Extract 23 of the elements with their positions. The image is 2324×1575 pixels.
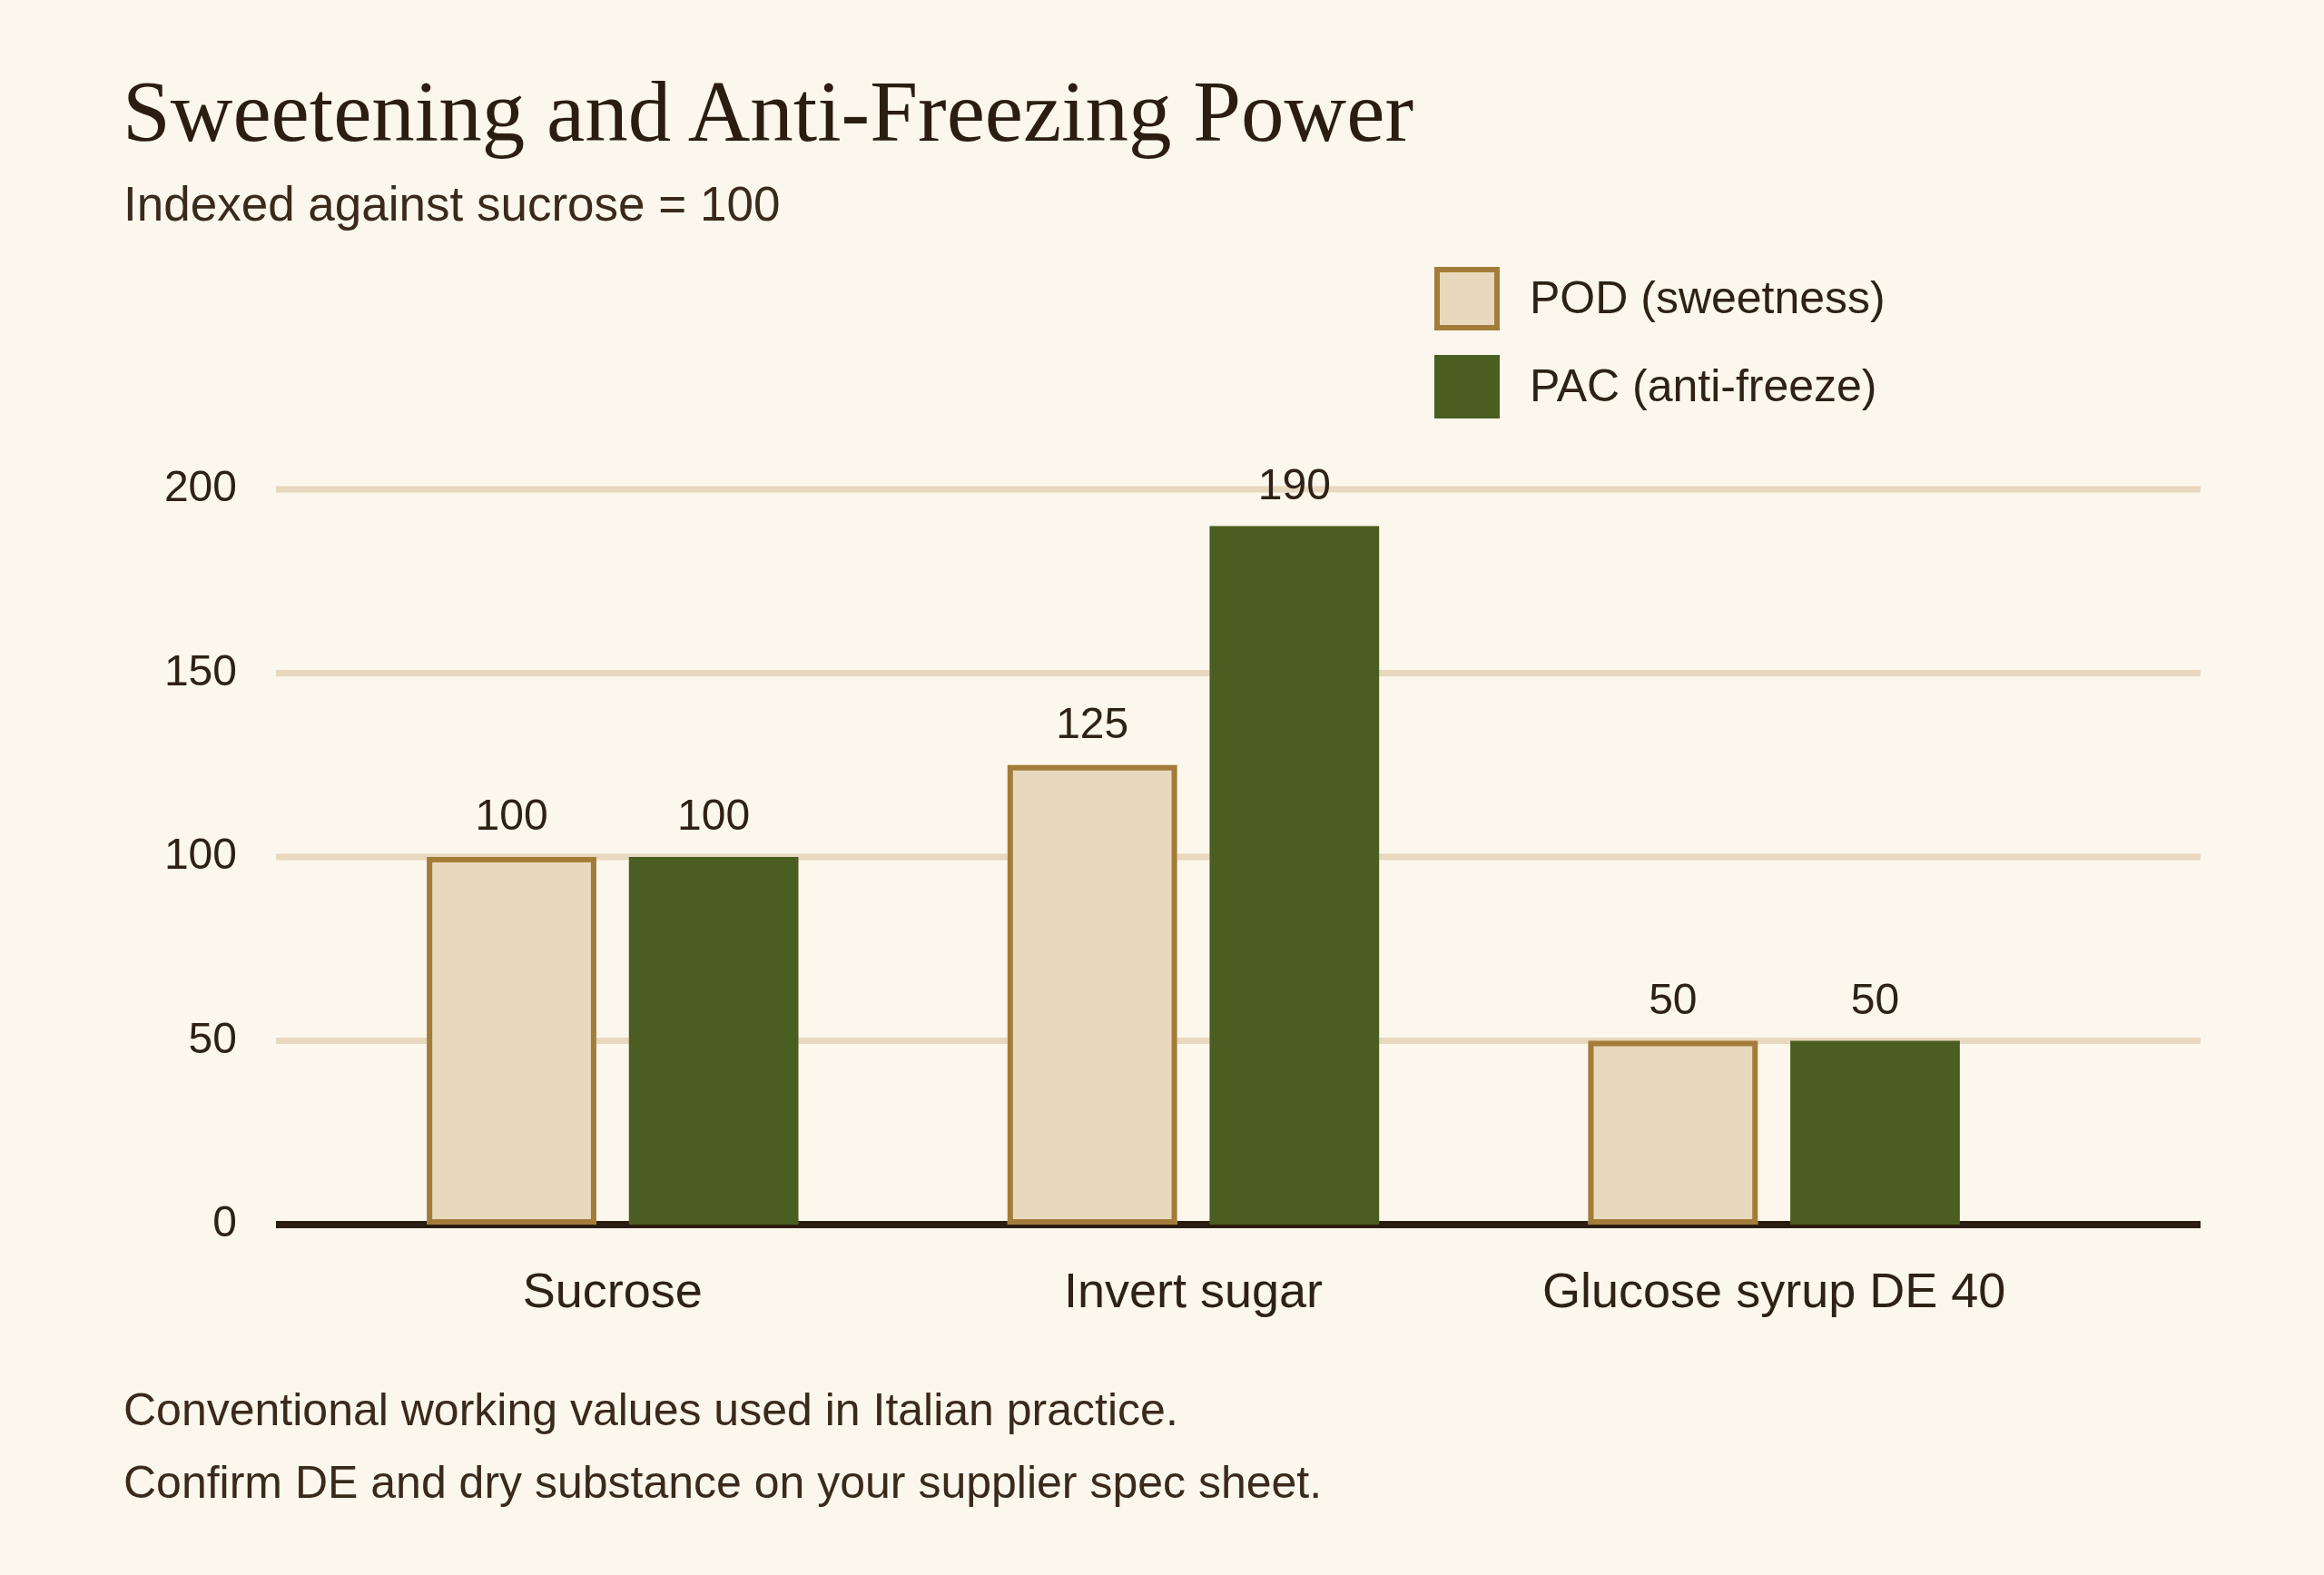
y-tick-label: 50 (188, 1013, 237, 1062)
bar (1209, 526, 1380, 1225)
text: Confirm DE and dry substance on your supplier spec sheet. (123, 1457, 1323, 1508)
bar (628, 857, 799, 1225)
x-tick-label: Invert sugar (1063, 1263, 1324, 1318)
chart-subtitle: Indexed against sucrose = 100 (123, 177, 781, 231)
bar (1790, 1040, 1960, 1225)
text: Conventional working values used in Italian practice. (123, 1384, 1178, 1435)
data-label: 190 (1257, 459, 1331, 508)
data-label: 100 (475, 791, 548, 839)
x-tick-label: Glucose syrup DE 40 (1542, 1263, 2006, 1318)
data-label: 50 (1649, 974, 1698, 1023)
data-label: 125 (1056, 698, 1129, 747)
y-tick-label: 0 (212, 1197, 237, 1246)
data-label: 100 (677, 791, 751, 839)
data-label: 50 (1850, 974, 1900, 1023)
y-tick-label: 150 (163, 645, 237, 694)
legend-label: POD (sweetness) (1530, 271, 1886, 323)
legend-label: PAC (anti-freeze) (1530, 359, 1877, 411)
y-tick-label: 200 (163, 462, 237, 511)
chart-title: Sweetening and Anti-Freezing Power (123, 64, 1414, 160)
y-tick-label: 100 (163, 830, 237, 879)
x-tick-label: Sucrose (522, 1263, 703, 1318)
